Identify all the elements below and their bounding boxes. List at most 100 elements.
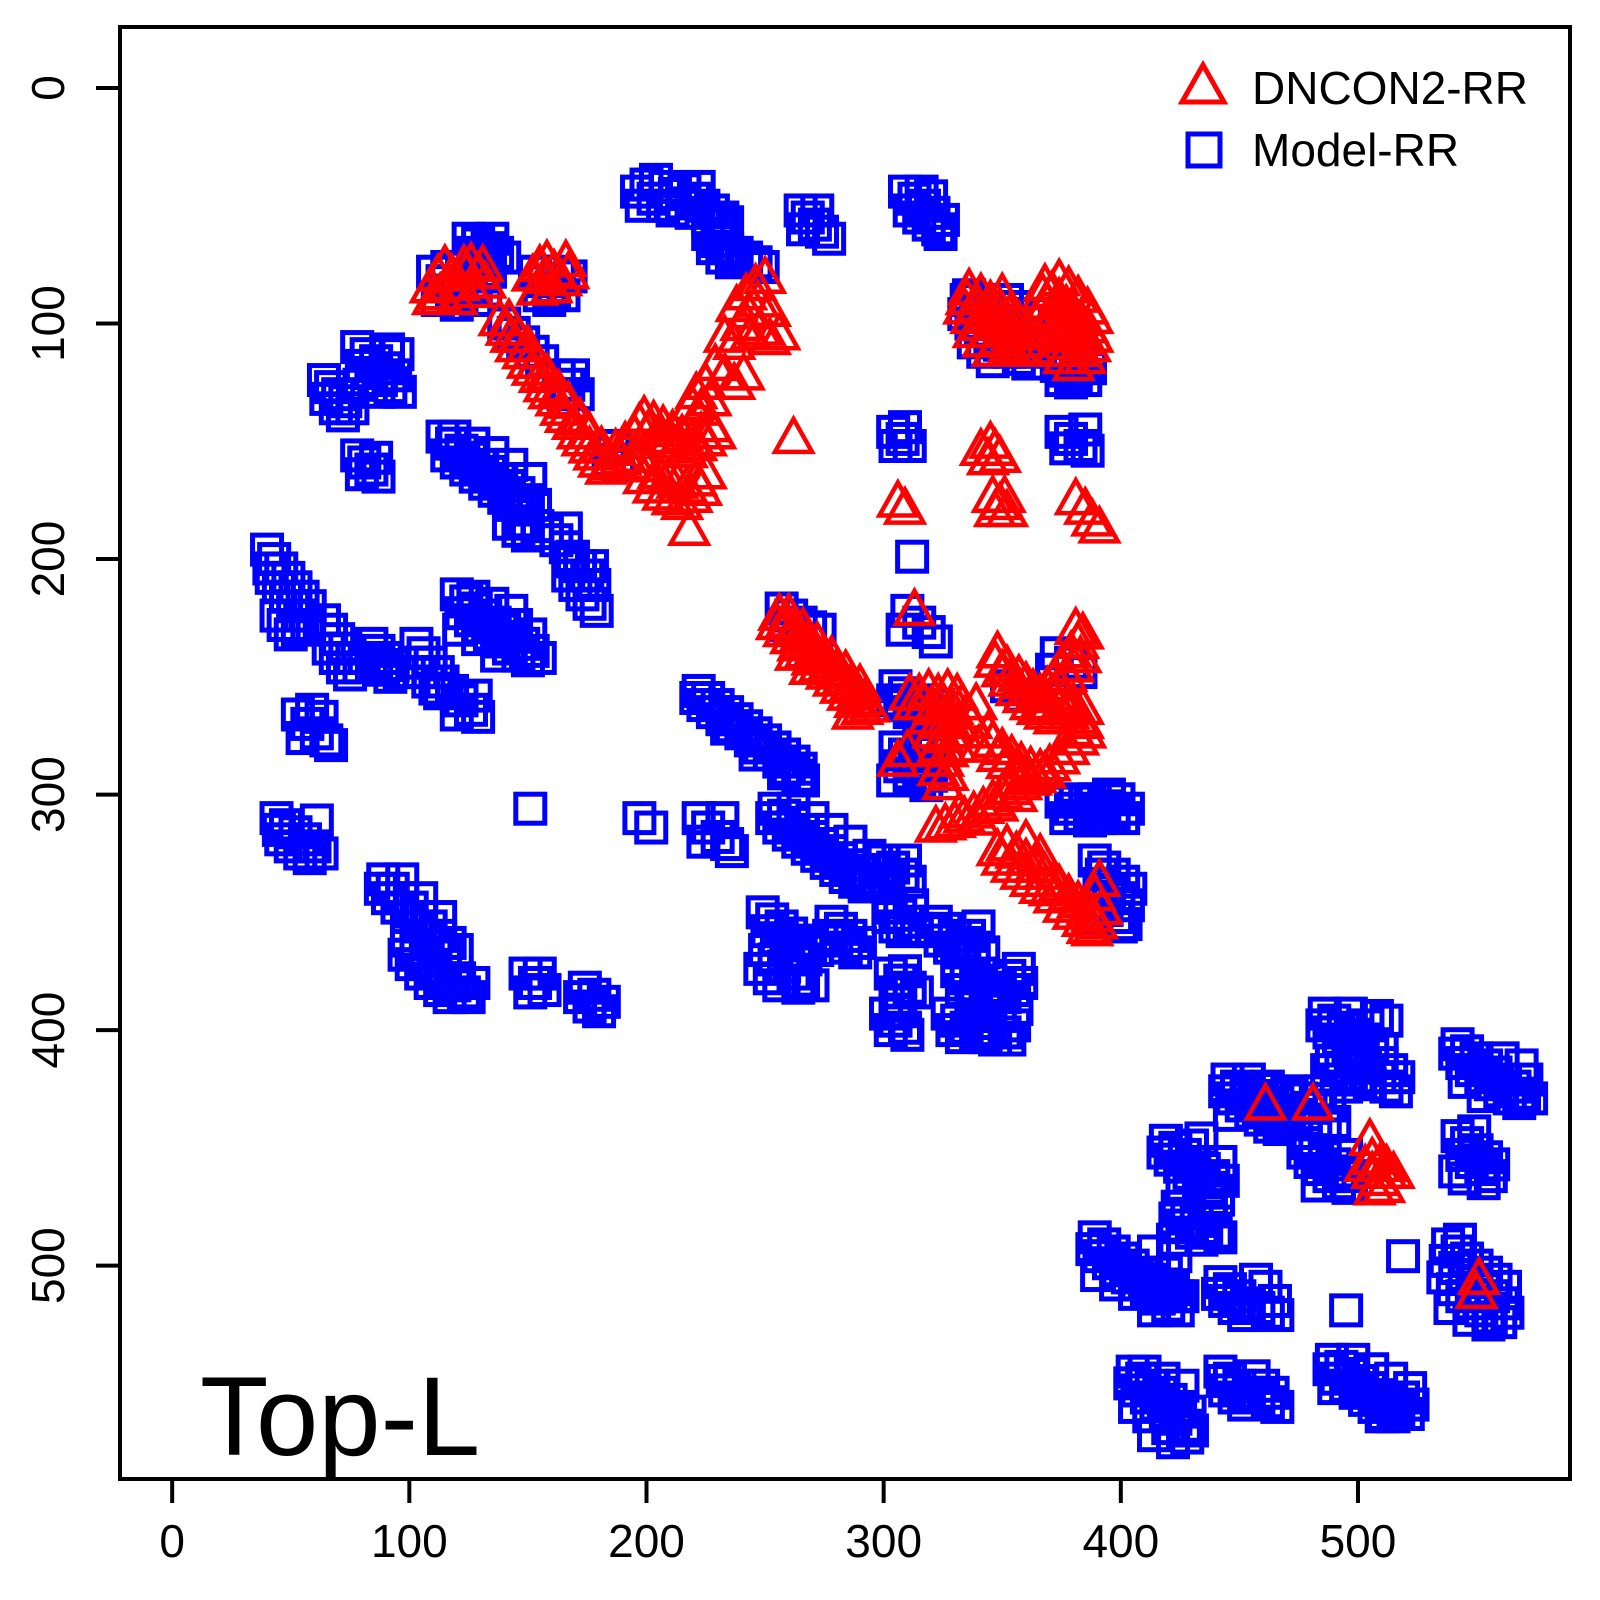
data-point-triangle xyxy=(994,772,1039,813)
data-point-square xyxy=(1165,1279,1200,1314)
y-tick-label: 300 xyxy=(22,756,74,833)
data-point-square xyxy=(399,645,434,680)
data-point-square xyxy=(411,664,446,699)
data-point-square xyxy=(1248,1269,1283,1304)
x-axis-ticks: 0 100 200 300 400 500 xyxy=(159,1479,1396,1567)
data-point-square xyxy=(1158,1201,1193,1236)
data-point-triangle xyxy=(939,708,985,749)
data-point-square xyxy=(1362,1060,1397,1095)
data-point-square xyxy=(1155,1425,1190,1460)
data-point-triangle xyxy=(937,788,982,829)
y-tick-label: 200 xyxy=(22,521,74,598)
data-point-square xyxy=(812,918,847,953)
data-point-triangle xyxy=(1070,906,1115,947)
data-point-triangle xyxy=(631,463,676,504)
data-point-square xyxy=(1184,1121,1219,1156)
data-point-triangle xyxy=(975,732,1020,773)
data-point-triangle xyxy=(972,426,1018,466)
data-point-triangle xyxy=(567,409,612,450)
data-point-square xyxy=(437,419,472,454)
data-point-square xyxy=(1246,1368,1281,1403)
data-point-triangle xyxy=(1352,1165,1397,1206)
data-point-triangle xyxy=(754,600,800,641)
data-point-square xyxy=(686,824,721,859)
data-point-triangle xyxy=(688,376,733,417)
data-point-square xyxy=(458,678,493,713)
data-point-triangle xyxy=(780,605,826,645)
data-point-square xyxy=(655,193,690,228)
data-point-square xyxy=(1312,1352,1347,1387)
data-point-triangle xyxy=(522,254,567,295)
plot-corner-label: Top-L xyxy=(200,1354,480,1479)
data-point-square xyxy=(888,954,923,989)
data-point-triangle xyxy=(996,327,1042,368)
data-point-triangle xyxy=(882,484,928,525)
data-point-triangle xyxy=(958,270,1004,311)
data-point-square xyxy=(762,968,797,1003)
data-point-triangle xyxy=(920,760,966,801)
data-point-triangle xyxy=(1017,289,1063,330)
data-point-square xyxy=(1155,1272,1190,1307)
data-point-square xyxy=(1174,1128,1209,1163)
data-point-triangle xyxy=(747,315,793,356)
data-point-square xyxy=(1300,1168,1335,1203)
data-point-square xyxy=(1333,996,1368,1031)
data-point-triangle xyxy=(979,270,1025,311)
data-point-square xyxy=(923,217,958,252)
data-point-square xyxy=(904,174,939,209)
data-point-square xyxy=(1447,1161,1482,1196)
data-point-triangle xyxy=(1051,341,1096,382)
data-point-square xyxy=(1359,998,1394,1033)
data-point-square xyxy=(1101,782,1136,817)
data-point-square xyxy=(800,193,835,228)
data-point-square xyxy=(795,801,830,836)
data-point-triangle xyxy=(1010,666,1056,707)
data-point-square xyxy=(439,697,474,732)
data-point-square xyxy=(572,989,607,1024)
data-point-square xyxy=(1070,433,1105,468)
data-point-square xyxy=(579,593,614,628)
data-point-triangle xyxy=(1053,605,1099,645)
series-dncon2-rr xyxy=(408,237,1502,1310)
data-point-triangle xyxy=(794,619,840,660)
data-point-square xyxy=(1485,1041,1520,1076)
x-tick-label: 200 xyxy=(608,1515,685,1567)
data-point-square xyxy=(710,711,745,746)
data-point-triangle xyxy=(1342,1142,1388,1182)
y-tick-label: 0 xyxy=(22,75,74,101)
data-point-triangle xyxy=(1062,708,1108,749)
data-point-square xyxy=(435,673,470,708)
data-point-square xyxy=(883,994,918,1029)
data-point-square xyxy=(325,650,360,685)
data-point-square xyxy=(1466,1166,1501,1201)
data-point-triangle xyxy=(887,671,933,711)
data-point-square xyxy=(1155,1222,1190,1257)
data-point-triangle xyxy=(892,586,937,627)
data-point-square xyxy=(681,801,716,836)
data-point-square xyxy=(574,549,609,584)
data-point-square xyxy=(890,1017,925,1052)
data-point-square xyxy=(1201,1182,1236,1217)
data-point-triangle xyxy=(970,327,1016,368)
data-point-square xyxy=(456,426,491,461)
data-point-triangle xyxy=(941,284,987,325)
data-point-square xyxy=(518,965,553,1000)
data-point-square xyxy=(475,436,510,471)
data-point-triangle xyxy=(1058,633,1103,674)
data-point-triangle xyxy=(823,647,869,688)
data-point-square xyxy=(354,452,389,487)
data-point-triangle xyxy=(1053,475,1099,516)
data-point-triangle xyxy=(1060,609,1106,650)
data-point-square xyxy=(892,864,927,899)
data-point-square xyxy=(1466,1079,1501,1114)
data-point-square xyxy=(1146,1267,1181,1302)
data-point-triangle xyxy=(659,480,705,521)
data-point-square xyxy=(1504,1048,1539,1083)
x-tick-label: 400 xyxy=(1082,1515,1159,1567)
data-point-triangle xyxy=(1361,1163,1407,1204)
data-point-square xyxy=(1165,1368,1200,1403)
data-point-square xyxy=(767,756,802,791)
data-point-triangle xyxy=(1041,883,1087,923)
data-point-triangle xyxy=(982,473,1027,514)
data-point-square xyxy=(475,221,510,256)
